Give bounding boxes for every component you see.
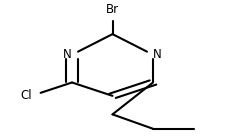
Text: N: N (153, 48, 162, 61)
Text: N: N (63, 48, 72, 61)
Text: Br: Br (106, 3, 119, 16)
Text: Cl: Cl (20, 89, 32, 102)
